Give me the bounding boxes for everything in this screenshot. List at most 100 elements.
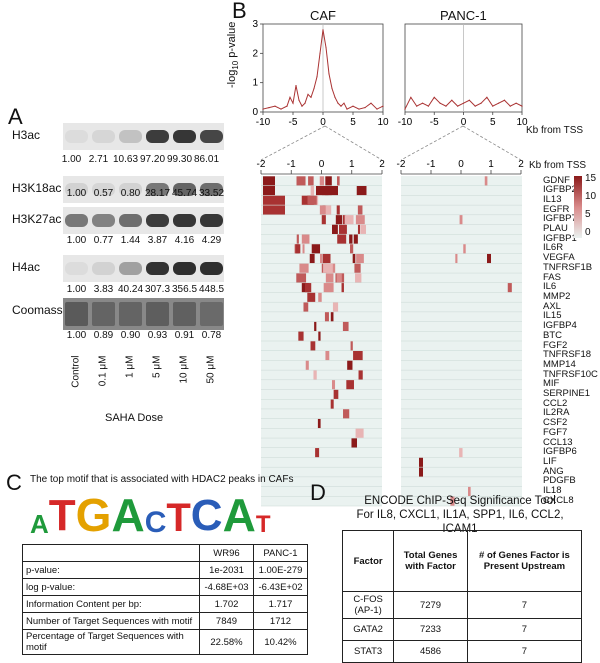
x-tick-label: -5 [430,117,439,128]
heatmap-cell [263,176,275,186]
blot-band [65,262,88,275]
blot-band [92,262,115,275]
quant-value: 10.63 [112,154,139,165]
heatmap-cell [317,418,321,429]
gene-label: CXCL8 [543,494,574,506]
data-point [370,102,372,104]
gene-label: IGFBP6 [543,446,577,458]
table-row: Percentage of Target Sequences with moti… [22,629,308,655]
quant-value: 1.00 [66,235,87,246]
quant-value: 1.44 [120,235,141,246]
quant-value: 99.30 [166,154,193,165]
heatmap-cell [263,205,285,215]
x-tick-label: 0 [320,117,326,128]
gene-label: LIF [543,455,557,467]
blot-band [65,183,88,196]
x-tick-label: 10 [516,117,528,128]
data-point [492,105,494,107]
table-header: Factor Total Genes with Factor # of Genes … [341,530,583,592]
blot-label: H3ac [12,128,41,142]
caf-title: CAF [310,8,336,23]
quant-value: 45.74 [171,188,198,199]
motif-letter: T [48,491,76,541]
heatmap-cell [295,244,301,254]
table-cell: -4.68E+03 [199,578,254,596]
quant-value: 1.00 [61,154,82,165]
data-point [262,108,264,110]
table-cell: WR96 [199,544,254,562]
panel-d-letter: D [310,480,326,505]
heatmap-cell [296,234,299,244]
heatmap-cell [324,312,329,322]
x-tick-label: 10 [377,117,389,128]
gene-label: CCL2 [543,397,568,409]
table-cell: STAT3 [341,640,395,663]
data-point [346,108,348,110]
data-point [404,108,406,110]
table-cell: Number of Target Sequences with motif [22,612,200,630]
quant-value: 2.71 [88,154,109,165]
line-xlabel: Kb from TSS [526,125,584,136]
heatmap-cell [302,244,305,254]
hm-tick-label: -2 [397,159,406,170]
zoom-line [260,125,326,161]
zoom-line [324,125,383,161]
heatmap-cell [305,360,309,370]
blot-band [173,302,196,326]
quant-value: 4.16 [174,235,195,246]
blot-band [65,302,88,326]
motif-letter: A [111,488,145,541]
motif-table: WR96 PANC-1 p-value: 1e-2031 1.00E-279 log p-… [22,544,308,655]
quant-value: 3.83 [93,284,114,295]
quant-value: 0.89 [93,330,114,341]
table-cell: Information Content per bp: [22,595,200,613]
blot-image [63,176,224,203]
heatmap-cell [311,244,321,254]
data-point [319,52,321,54]
data-point [486,96,488,98]
table-cell: -6.43E+02 [253,578,308,596]
table-cell: 1712 [253,612,308,630]
table-cell: 1e-2031 [199,561,254,579]
gene-label: FGF7 [543,426,568,438]
quant-value: 40.24 [117,284,144,295]
heatmap-cell [507,283,512,293]
data-point [382,105,384,107]
heatmap-cell [350,341,353,351]
heatmap-cell [307,195,315,205]
data-point [421,102,424,104]
gene-label: GDNF [543,174,570,186]
heatmap-xlabel: Kb from TSS [529,160,587,171]
data-point [307,93,309,95]
heatmap-cell [308,176,314,186]
hm-tick-label: -1 [427,159,436,170]
heatmap-cell [468,486,471,496]
data-point [343,102,345,104]
data-point [298,99,300,101]
data-point [480,102,482,104]
data-point [331,87,333,90]
table-cell: 1.702 [199,595,254,613]
heatmap-cell [341,283,344,293]
quant-value: 0.91 [174,330,195,341]
gene-label: TNFRSF18 [543,349,592,361]
gene-label: SERPINE1 [543,388,590,400]
heatmap-cell [333,389,339,399]
data-point [268,107,270,109]
heatmap-cell [353,351,363,361]
table-cell: 22.58% [199,629,254,655]
motif-letter: T [166,496,191,540]
blot-label: Coomassie [12,303,73,317]
encode-table: Factor Total Genes with Factor # of Genes … [341,530,583,663]
data-point [468,99,470,101]
colorbar-tick: 10 [585,191,597,202]
gene-label: IL15 [543,310,562,322]
heatmap-cell [352,253,356,264]
gene-label: BTC [543,329,562,341]
blot-band [173,183,196,196]
motif-letter: G [75,488,112,541]
heatmap-cell [319,176,325,186]
heatmap-cell [353,234,358,244]
heatmap-cell [337,234,347,244]
heatmap-cell [319,205,328,215]
